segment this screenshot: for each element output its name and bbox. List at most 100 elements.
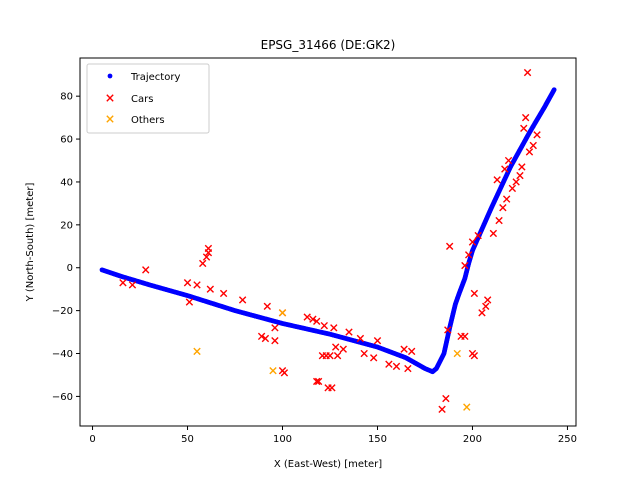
car-point (330, 324, 338, 332)
car-point (333, 351, 342, 360)
y-axis-ticks: −60 −40 −20 0 20 40 60 80 (52, 92, 80, 403)
car-point (356, 334, 365, 343)
other-point (269, 366, 277, 375)
car-point (504, 156, 513, 165)
car-point (385, 360, 393, 368)
car-point (373, 336, 382, 345)
car-point (392, 362, 401, 371)
car-point (445, 242, 454, 250)
car-point (328, 384, 336, 392)
car-point (461, 261, 469, 270)
car-point (345, 328, 353, 336)
car-point (438, 405, 446, 413)
car-point (512, 178, 520, 186)
other-point (463, 403, 471, 411)
cars-series (119, 68, 541, 413)
car-point (369, 354, 378, 362)
car-point (489, 229, 498, 238)
y-axis-label: Y (North-South) [meter] (25, 183, 36, 303)
car-point (442, 394, 450, 403)
car-point (185, 298, 194, 306)
car-point (470, 289, 479, 298)
legend-label-others: Others (131, 115, 165, 126)
trajectory-point (551, 87, 557, 93)
car-point (520, 124, 528, 133)
car-point (271, 324, 279, 332)
y-tick-label: 80 (60, 92, 73, 103)
car-point (261, 334, 270, 343)
y-tick-label: 0 (67, 263, 73, 274)
other-point (278, 309, 287, 317)
car-point (499, 203, 507, 212)
y-tick-label: −20 (52, 306, 73, 317)
car-point (400, 345, 408, 353)
car-point (482, 302, 490, 311)
car-point (271, 336, 279, 345)
car-point (529, 141, 537, 150)
legend-marker-cars (106, 94, 114, 102)
legend-label-cars: Cars (131, 94, 153, 105)
car-point (483, 296, 492, 304)
car-point (508, 184, 517, 193)
car-point (521, 113, 530, 122)
car-point (468, 238, 477, 246)
x-tick-label: 50 (181, 434, 194, 445)
car-point (320, 321, 328, 330)
car-point (444, 326, 452, 334)
x-tick-label: 100 (273, 434, 292, 445)
car-point (360, 349, 368, 358)
x-tick-label: 250 (558, 434, 577, 445)
car-point (502, 195, 511, 203)
car-point (142, 266, 150, 274)
x-tick-label: 0 (89, 434, 95, 445)
car-point (516, 171, 524, 180)
car-point (533, 131, 541, 139)
car-point (313, 377, 321, 386)
y-tick-label: −40 (52, 349, 73, 360)
y-tick-label: 20 (60, 220, 73, 231)
legend-label-trajectory: Trajectory (130, 72, 180, 83)
y-tick-label: 40 (60, 177, 73, 188)
car-point (501, 165, 509, 173)
car-point (331, 343, 340, 351)
car-point (518, 163, 526, 171)
trajectory-series (99, 87, 557, 375)
car-point (461, 332, 469, 341)
plot-area-frame (79, 57, 577, 427)
car-point (303, 313, 311, 321)
car-point (257, 332, 266, 341)
x-tick-label: 150 (368, 434, 387, 445)
y-tick-label: −60 (52, 392, 73, 403)
car-point (470, 351, 479, 360)
x-tick-label: 200 (463, 434, 482, 445)
car-point (309, 315, 317, 323)
y-tick-label: 60 (60, 135, 73, 146)
chart-title: EPSG_31466 (DE:GK2) (261, 38, 396, 52)
car-point (202, 253, 211, 261)
legend-box (86, 63, 210, 134)
car-point (493, 176, 501, 184)
car-point (478, 309, 486, 317)
others-series (193, 309, 471, 411)
other-point (193, 347, 201, 356)
car-point (219, 289, 228, 298)
car-point (404, 364, 412, 373)
car-point (326, 351, 334, 360)
other-point (453, 349, 461, 358)
car-point (238, 296, 247, 304)
legend-marker-others (106, 115, 114, 123)
legend: Trajectory Cars Others (86, 63, 210, 134)
car-point (339, 345, 347, 353)
car-point (263, 302, 272, 311)
car-point (474, 231, 482, 240)
x-axis-label: X (East-West) [meter] (274, 459, 382, 470)
car-point (495, 216, 503, 225)
plot-marks (99, 68, 557, 413)
x-axis-ticks: 0 50 100 150 200 250 (89, 426, 577, 445)
car-point (193, 281, 201, 289)
car-point (206, 285, 215, 293)
car-point (119, 279, 127, 287)
car-point (523, 68, 532, 77)
car-point (280, 369, 289, 377)
